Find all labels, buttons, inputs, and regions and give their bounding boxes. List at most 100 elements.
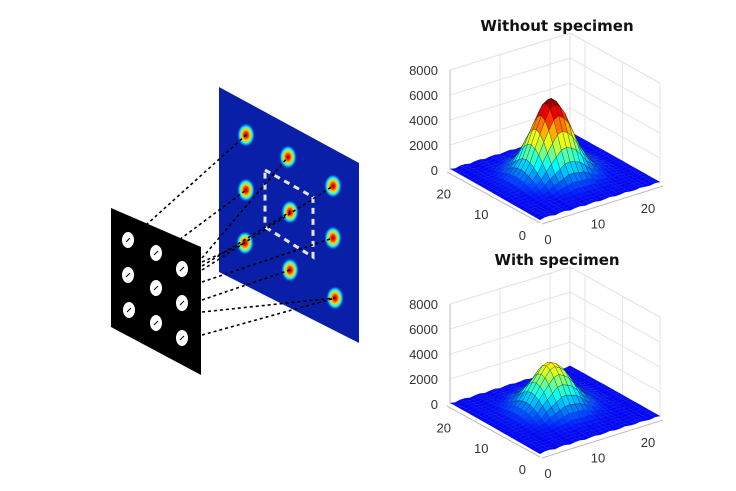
surface-cell	[550, 196, 561, 202]
surface-cell	[528, 444, 539, 450]
surface-cell	[570, 437, 581, 443]
surface-cell	[631, 169, 642, 174]
surface-cell	[494, 387, 505, 391]
surface-cell	[594, 382, 605, 387]
surface-cell	[566, 201, 577, 207]
surface-cell	[603, 408, 614, 413]
surface-cell	[625, 187, 636, 192]
surface-cell	[616, 160, 627, 165]
ray-line	[145, 134, 247, 226]
surface-cell	[541, 210, 553, 214]
ray-line	[201, 156, 289, 259]
surface-cell	[512, 406, 522, 415]
z-tick-label: 0	[431, 397, 438, 412]
surface-cell	[590, 379, 601, 385]
surface-cell	[529, 206, 540, 212]
surface-cell	[593, 397, 604, 402]
surface-plot-with-specimen: With specimen 0 2000 4000 6000 8000 0 10 20 0 10 20	[409, 251, 664, 481]
surface-cell	[569, 194, 580, 200]
ray-line	[201, 297, 336, 336]
surface-cell	[497, 389, 509, 393]
surface-cell	[479, 184, 490, 189]
hole-marker	[179, 335, 185, 341]
surface-cell	[504, 149, 515, 154]
surface-cell	[575, 384, 586, 388]
surface-cell	[474, 406, 485, 411]
surface-cell	[589, 149, 600, 155]
surface-cell	[516, 424, 527, 430]
surface-cell	[604, 392, 615, 398]
surface-cell	[535, 214, 546, 221]
surface-cell	[550, 431, 561, 437]
surface-cell	[636, 181, 648, 185]
surface-cell	[468, 412, 479, 416]
surface-cell	[623, 181, 634, 187]
ray-line	[201, 211, 291, 267]
surface-cell	[554, 199, 565, 205]
surface-cell	[611, 421, 622, 427]
diffraction-spot	[237, 178, 255, 202]
surface-cell	[469, 407, 480, 413]
y-axis	[446, 171, 541, 224]
surface-cell	[516, 204, 527, 210]
surface-cell	[630, 406, 641, 412]
hole-marker	[125, 237, 131, 243]
surface-cell	[574, 191, 585, 198]
surface-cell	[615, 189, 626, 195]
surface-cell	[548, 204, 559, 209]
surface-cell	[528, 408, 538, 419]
surface-cell	[506, 428, 517, 434]
surface-cell	[490, 424, 501, 429]
y-axis	[446, 405, 541, 458]
surface-cell	[623, 402, 634, 408]
surface-cell	[577, 180, 587, 188]
x-tick-label: 10	[591, 451, 605, 466]
surface-cell	[585, 199, 596, 204]
surface-cell	[562, 185, 572, 194]
surface-cell	[535, 448, 546, 455]
surface-cell	[598, 396, 609, 401]
surface-cell	[556, 439, 568, 444]
x-tick-label: 20	[641, 201, 655, 216]
surface-cell	[568, 367, 579, 373]
y-tick-label: 20	[437, 420, 451, 435]
chart-title: With specimen	[494, 251, 619, 269]
surface-plot-without-specimen: Without specimen 0 2000 4000 6000 8000 0 10 20 0 1…	[409, 17, 664, 247]
surface-cell	[591, 194, 602, 200]
surface-cell	[606, 190, 617, 195]
surface-cell	[539, 438, 550, 444]
surface-cell	[481, 410, 492, 415]
y-tick-label: 20	[437, 186, 451, 201]
surface-cell	[580, 185, 591, 192]
surface-cell	[614, 181, 625, 186]
x-tick-label: 10	[591, 217, 605, 232]
surface-cell	[643, 175, 654, 180]
z-tick-label: 4000	[409, 347, 438, 362]
surface-cell	[551, 440, 562, 445]
ray-line	[174, 189, 247, 244]
surface-cell	[603, 187, 614, 193]
surface-cell	[546, 208, 557, 214]
surface-cell	[525, 423, 536, 431]
diffraction-spot	[324, 174, 342, 198]
surface-cell	[540, 433, 551, 439]
surface-cell	[501, 430, 512, 435]
hole-marker	[153, 250, 159, 256]
z-tick-label: 8000	[409, 297, 438, 312]
ray-line	[201, 297, 336, 313]
hole-marker	[179, 300, 185, 306]
surface-cell	[589, 383, 600, 389]
z-tick-label: 0	[431, 163, 438, 178]
surface-cell	[605, 154, 616, 159]
surface-cell	[605, 388, 616, 393]
surface-cell	[630, 185, 641, 191]
surface-cell	[571, 369, 582, 375]
surface-cell	[534, 440, 545, 444]
surface-cell	[628, 180, 639, 184]
surface-cell	[524, 195, 535, 201]
surface-cell	[508, 385, 519, 390]
surface-cell	[623, 415, 634, 421]
surface-cell	[591, 414, 602, 419]
surface-cell	[514, 178, 525, 188]
